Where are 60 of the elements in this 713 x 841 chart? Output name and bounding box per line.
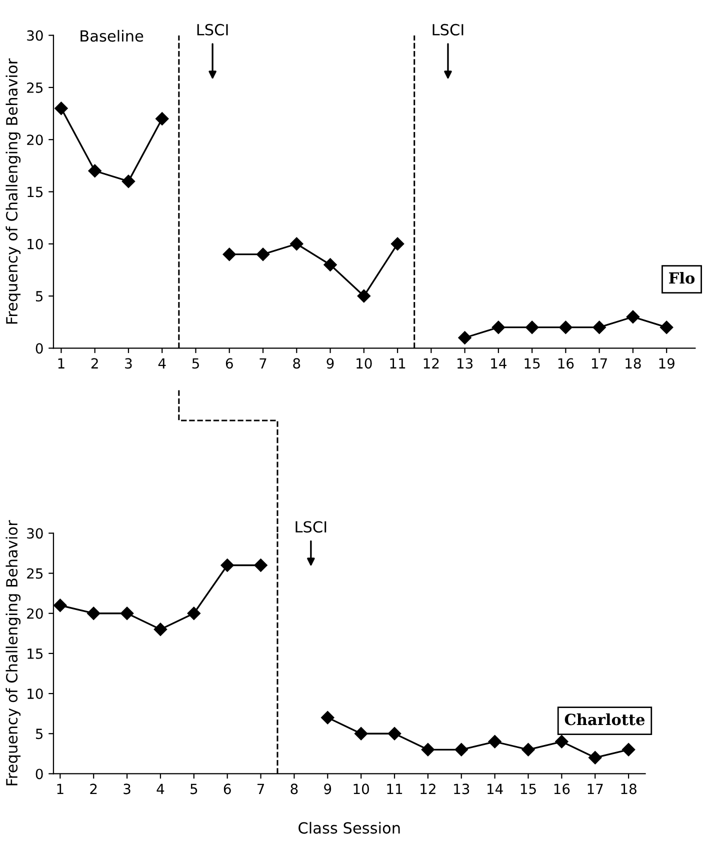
y-tick-label: 15 <box>28 186 43 198</box>
x-tick-label: 1 <box>57 784 64 794</box>
annotation: Flo <box>669 272 695 284</box>
y-tick-label: 20 <box>27 608 43 619</box>
y-axis-title: Frequency of Challenging Behavior <box>6 520 21 786</box>
x-tick-label: 15 <box>524 358 540 369</box>
y-tick-label: 30 <box>27 528 43 539</box>
x-tick-label: 7 <box>260 358 266 368</box>
annotation: Charlotte <box>564 713 645 726</box>
y-tick-label: 0 <box>36 768 43 780</box>
x-tick-label: 6 <box>224 784 231 794</box>
y-tick-label: 5 <box>36 291 43 302</box>
x-tick-label: 18 <box>621 784 636 794</box>
y-tick-label: 15 <box>28 648 43 659</box>
x-tick-label: 16 <box>554 784 570 794</box>
x-tick-label: 8 <box>293 358 300 369</box>
y-tick-label: 5 <box>36 728 43 740</box>
annotation: Baseline <box>80 30 144 42</box>
x-tick-label: 2 <box>90 784 97 794</box>
x-tick-label: 5 <box>190 784 198 794</box>
y-tick-label: 30 <box>27 30 43 41</box>
y-tick-label: 25 <box>27 568 43 579</box>
annotation: LSCI <box>197 24 228 36</box>
x-tick-label: 9 <box>326 358 334 369</box>
x-tick-label: 4 <box>156 784 164 794</box>
x-tick-label: 10 <box>356 358 372 369</box>
x-tick-label: 9 <box>324 784 332 794</box>
x-tick-label: 16 <box>558 358 574 369</box>
x-tick-label: 1 <box>58 358 64 368</box>
x-tick-label: 17 <box>592 358 607 368</box>
x-tick-label: 3 <box>125 358 132 369</box>
x-tick-label: 2 <box>91 358 98 368</box>
x-tick-label: 17 <box>588 784 603 794</box>
text: LSCI <box>296 521 326 533</box>
x-tick-label: 12 <box>424 358 439 368</box>
y-tick-label: 25 <box>27 82 43 93</box>
x-tick-label: 10 <box>354 784 369 794</box>
x-tick-label: 11 <box>390 358 406 368</box>
x-tick-label: 13 <box>454 784 470 794</box>
y-tick-label: 20 <box>27 134 43 146</box>
x-tick-label: 8 <box>290 784 298 794</box>
x-tick-label: 11 <box>387 784 402 794</box>
x-tick-label: 19 <box>659 358 674 369</box>
y-tick-label: 10 <box>28 688 43 700</box>
x-tick-label: 13 <box>457 358 473 369</box>
x-tick-label: 6 <box>226 358 233 369</box>
x-tick-label: 7 <box>257 784 264 794</box>
x-tick-label: 5 <box>192 358 199 369</box>
x-tick-label: 12 <box>420 784 436 794</box>
x-tick-label: 14 <box>491 358 506 368</box>
y-tick-label: 10 <box>28 238 43 250</box>
x-tick-label: 15 <box>520 784 536 794</box>
x-tick-label: 3 <box>124 784 130 794</box>
x-tick-label: 4 <box>158 358 166 368</box>
x-axis-title: Class Session <box>298 822 400 834</box>
y-tick-label: 0 <box>36 343 43 354</box>
x-tick-label: 14 <box>488 784 503 794</box>
x-tick-label: 18 <box>626 358 641 369</box>
y-axis-title: Frequency of Challenging Behavior <box>6 58 21 324</box>
annotation: LSCI <box>432 24 464 36</box>
